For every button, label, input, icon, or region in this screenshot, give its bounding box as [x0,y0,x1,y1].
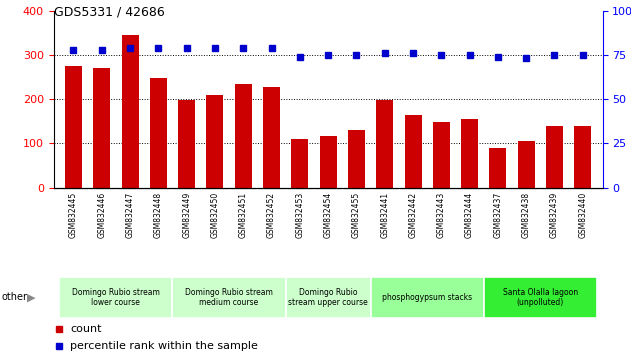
Bar [370,277,484,318]
Bar [122,35,139,188]
Text: Domingo Rubio stream
medium course: Domingo Rubio stream medium course [185,288,273,307]
Text: GSM832450: GSM832450 [210,192,220,238]
Text: GSM832444: GSM832444 [465,192,474,238]
Bar [484,277,597,318]
Bar [93,68,110,188]
Text: Domingo Rubio stream
lower course: Domingo Rubio stream lower course [72,288,160,307]
Text: Santa Olalla lagoon
(unpolluted): Santa Olalla lagoon (unpolluted) [503,288,578,307]
Text: GSM832445: GSM832445 [69,192,78,238]
Bar [65,66,82,188]
Text: percentile rank within the sample: percentile rank within the sample [70,341,258,351]
Bar [461,120,478,188]
Text: other: other [1,292,27,302]
Bar [286,277,370,318]
Text: GSM832439: GSM832439 [550,192,559,238]
Text: count: count [70,324,102,333]
Text: GSM832451: GSM832451 [239,192,248,238]
Text: GSM832449: GSM832449 [182,192,191,238]
Text: GSM832446: GSM832446 [97,192,106,238]
Bar [235,84,252,188]
Bar [376,101,393,188]
Bar [292,139,309,188]
Text: GSM832452: GSM832452 [267,192,276,238]
Text: GSM832455: GSM832455 [352,192,361,238]
Text: phosphogypsum stacks: phosphogypsum stacks [382,293,472,302]
Text: GSM832447: GSM832447 [126,192,134,238]
Bar [59,277,172,318]
Bar [206,95,223,188]
Bar [404,115,422,188]
Bar [490,148,507,188]
Bar [178,101,195,188]
Bar [150,78,167,188]
Bar [263,87,280,188]
Text: ▶: ▶ [27,292,35,302]
Bar [574,126,591,188]
Text: GSM832438: GSM832438 [522,192,531,238]
Bar [517,141,534,188]
Bar [172,277,286,318]
Text: GSM832454: GSM832454 [324,192,333,238]
Text: GDS5331 / 42686: GDS5331 / 42686 [54,5,165,18]
Text: GSM832448: GSM832448 [154,192,163,238]
Text: GSM832442: GSM832442 [408,192,418,238]
Bar [320,136,336,188]
Bar [546,126,563,188]
Bar [433,122,450,188]
Text: GSM832453: GSM832453 [295,192,304,238]
Bar [348,130,365,188]
Text: GSM832443: GSM832443 [437,192,446,238]
Text: Domingo Rubio
stream upper course: Domingo Rubio stream upper course [288,288,368,307]
Text: GSM832437: GSM832437 [493,192,502,238]
Text: GSM832441: GSM832441 [380,192,389,238]
Text: GSM832440: GSM832440 [578,192,587,238]
